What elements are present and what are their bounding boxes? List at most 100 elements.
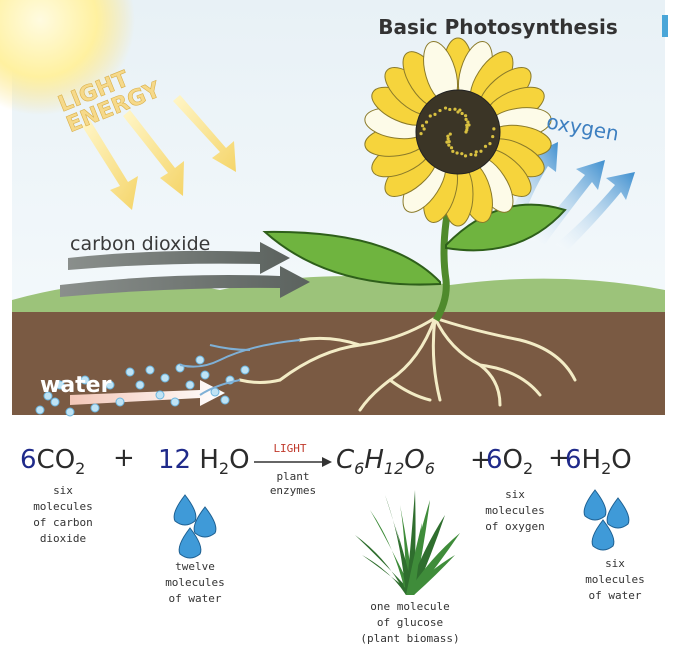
seed bbox=[419, 132, 422, 135]
photosynthesis-diagram: Basic Photosynthesis LIGHT ENERGY oxygen… bbox=[0, 0, 675, 652]
caption-line: (plant biomass) bbox=[360, 632, 459, 645]
bubble bbox=[221, 396, 229, 404]
seed bbox=[479, 150, 482, 153]
caption-line: six bbox=[53, 484, 73, 497]
arrow-below: enzymes bbox=[270, 484, 316, 497]
seed bbox=[429, 114, 432, 117]
subscript: 2 bbox=[75, 459, 85, 478]
caption-line: of water bbox=[589, 589, 642, 602]
bubble bbox=[146, 366, 154, 374]
seed bbox=[421, 124, 424, 127]
seed bbox=[492, 127, 495, 130]
bubble bbox=[156, 391, 164, 399]
seed bbox=[449, 132, 452, 135]
coefficient: 12 bbox=[158, 445, 191, 475]
seed bbox=[448, 140, 451, 143]
bubble bbox=[186, 381, 194, 389]
term: C6H12O6 bbox=[336, 445, 435, 478]
subscript: 2 bbox=[219, 459, 229, 478]
subscript: 2 bbox=[601, 459, 611, 478]
formula: CO bbox=[37, 445, 76, 475]
formula: C bbox=[336, 445, 355, 475]
seed bbox=[474, 153, 477, 156]
caption-line: molecules bbox=[165, 576, 225, 589]
term: 6O2 bbox=[486, 445, 533, 478]
bubble bbox=[36, 406, 44, 414]
droplet bbox=[194, 507, 216, 537]
seed bbox=[465, 124, 468, 127]
bubble bbox=[136, 381, 144, 389]
seed bbox=[464, 114, 467, 117]
seed bbox=[488, 142, 491, 145]
bubble bbox=[241, 366, 249, 374]
water-label: water bbox=[40, 373, 112, 398]
corner-tab bbox=[662, 15, 668, 37]
seed bbox=[456, 110, 459, 113]
caption-line: of glucose bbox=[377, 616, 443, 629]
carbon-dioxide-label: carbon dioxide bbox=[70, 233, 210, 255]
seed bbox=[464, 154, 467, 157]
bubble bbox=[196, 356, 204, 364]
term: 12 H2O bbox=[158, 445, 250, 478]
operator: + bbox=[113, 443, 135, 473]
caption-line: of oxygen bbox=[485, 520, 545, 533]
bubble bbox=[201, 371, 209, 379]
title: Basic Photosynthesis bbox=[378, 15, 617, 39]
formula: O bbox=[229, 445, 249, 475]
bubble bbox=[171, 398, 179, 406]
bubble bbox=[126, 368, 134, 376]
caption-line: of carbon bbox=[33, 516, 93, 529]
seed bbox=[484, 145, 487, 148]
coefficient: 6 bbox=[20, 445, 37, 475]
caption-line: twelve bbox=[175, 560, 215, 573]
seed bbox=[451, 150, 454, 153]
droplet bbox=[584, 490, 606, 520]
formula: H bbox=[364, 445, 384, 475]
seed bbox=[450, 146, 453, 149]
reaction-arrowhead bbox=[322, 457, 332, 467]
caption-line: dioxide bbox=[40, 532, 86, 545]
seed bbox=[469, 153, 472, 156]
caption-line: molecules bbox=[33, 500, 93, 513]
caption-line: six bbox=[605, 557, 625, 570]
caption-line: molecules bbox=[485, 504, 545, 517]
glucose-plant bbox=[355, 490, 460, 595]
seed bbox=[425, 120, 428, 123]
seed bbox=[453, 108, 456, 111]
arrow-above: LIGHT bbox=[273, 442, 306, 455]
caption-line: one molecule bbox=[370, 600, 449, 613]
formula: O bbox=[503, 445, 523, 475]
seed bbox=[444, 106, 447, 109]
captions: six molecules of carbon dioxide twelve molecu… bbox=[33, 484, 645, 645]
bubble bbox=[116, 398, 124, 406]
arrow-below: plant bbox=[276, 470, 309, 483]
seed bbox=[433, 113, 436, 116]
seed bbox=[448, 108, 451, 111]
seed bbox=[423, 127, 426, 130]
term: 6H2O bbox=[565, 445, 632, 478]
droplet bbox=[607, 498, 629, 528]
caption-line: of water bbox=[169, 592, 222, 605]
caption-line: six bbox=[505, 488, 525, 501]
equation: 6CO2 + 12 H2O LIGHT plant enzymes C6H12O… bbox=[20, 442, 632, 497]
formula: H bbox=[582, 445, 602, 475]
subscript: 12 bbox=[384, 459, 404, 478]
seed bbox=[491, 135, 494, 138]
caption-line: molecules bbox=[585, 573, 645, 586]
seed bbox=[455, 151, 458, 154]
bubble bbox=[161, 374, 169, 382]
bubble bbox=[51, 398, 59, 406]
flower-center bbox=[416, 90, 500, 174]
droplet bbox=[174, 495, 196, 525]
formula: O bbox=[611, 445, 631, 475]
bubble bbox=[66, 408, 74, 416]
coefficient: 6 bbox=[565, 445, 582, 475]
seed bbox=[466, 121, 469, 124]
subscript: 6 bbox=[354, 459, 364, 478]
seed bbox=[460, 152, 463, 155]
bubble bbox=[91, 404, 99, 412]
seed bbox=[464, 118, 467, 121]
term: 6CO2 bbox=[20, 445, 85, 478]
seed bbox=[461, 112, 464, 115]
seed bbox=[438, 109, 441, 112]
